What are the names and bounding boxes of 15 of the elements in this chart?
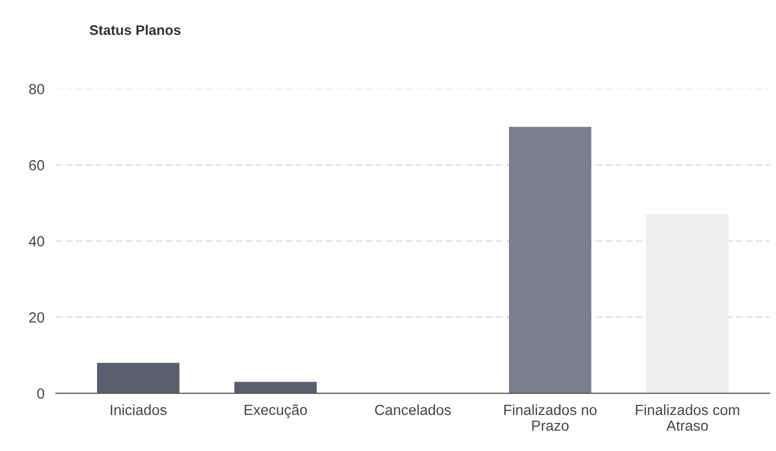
x-tick-label: Finalizados no Prazo	[504, 404, 597, 431]
chart-title: Status Planos	[90, 24, 181, 36]
bar	[508, 126, 592, 394]
x-tick-label: Cancelados	[375, 404, 451, 416]
y-tick-label: 80	[29, 84, 44, 94]
y-tick-label: 60	[29, 160, 44, 170]
x-tick-label: Execução	[244, 404, 307, 418]
bar	[646, 214, 729, 394]
bar	[234, 382, 317, 394]
bar	[97, 362, 180, 394]
y-tick-label: 0	[37, 388, 44, 399]
x-tick-label: Finalizados com Atraso	[636, 404, 740, 431]
x-tick-label: Iniciados	[110, 404, 166, 416]
y-tick-label: 20	[29, 312, 44, 323]
y-tick-label: 40	[28, 236, 44, 246]
